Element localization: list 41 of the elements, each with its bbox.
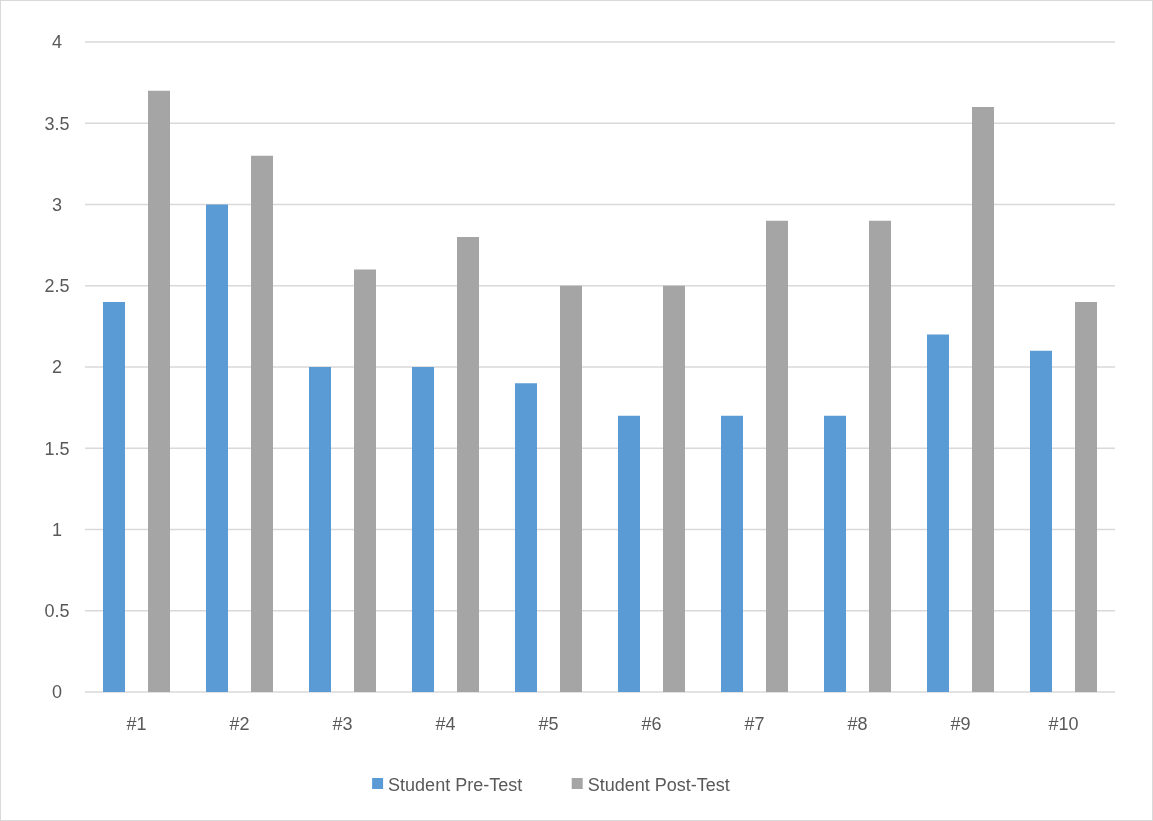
x-tick-label: #2 xyxy=(229,714,250,734)
bar xyxy=(103,302,125,692)
bar xyxy=(148,90,170,692)
bar xyxy=(824,415,846,692)
x-tick-label: #1 xyxy=(126,714,147,734)
bar xyxy=(412,367,434,692)
y-tick-label: 1 xyxy=(51,519,63,540)
bar xyxy=(721,415,743,692)
x-tick-label: #8 xyxy=(847,714,868,734)
bar xyxy=(972,107,994,692)
x-tick-label: #4 xyxy=(435,714,456,734)
x-tick-label: #7 xyxy=(744,714,765,734)
bar xyxy=(1075,302,1097,692)
bar xyxy=(766,220,788,692)
y-tick-label: 3 xyxy=(51,194,63,215)
y-tick-label: 0 xyxy=(51,682,63,703)
x-tick-label: #6 xyxy=(641,714,662,734)
bar xyxy=(457,237,479,692)
bar xyxy=(515,383,537,692)
bar xyxy=(206,204,228,692)
x-tick-label: #10 xyxy=(1048,714,1079,734)
bar xyxy=(560,285,582,692)
x-tick-label: #3 xyxy=(332,714,353,734)
bar xyxy=(663,285,685,692)
y-tick-label: 3.5 xyxy=(44,113,70,134)
bar xyxy=(1030,350,1052,692)
y-tick-label: 4 xyxy=(51,32,63,53)
bar xyxy=(927,334,949,692)
legend-label: Student Pre-Test xyxy=(388,775,523,796)
x-tick-label: #5 xyxy=(538,714,559,734)
y-tick-label: 1.5 xyxy=(44,438,70,459)
bar xyxy=(869,220,891,692)
y-tick-label: 2.5 xyxy=(44,276,70,297)
y-tick-label: 0.5 xyxy=(44,601,70,622)
bar xyxy=(354,269,376,692)
bar xyxy=(309,367,331,692)
legend-label: Student Post-Test xyxy=(587,775,730,796)
x-tick-label: #9 xyxy=(950,714,971,734)
bar xyxy=(251,155,273,692)
bar xyxy=(618,415,640,692)
y-tick-label: 2 xyxy=(51,357,63,378)
